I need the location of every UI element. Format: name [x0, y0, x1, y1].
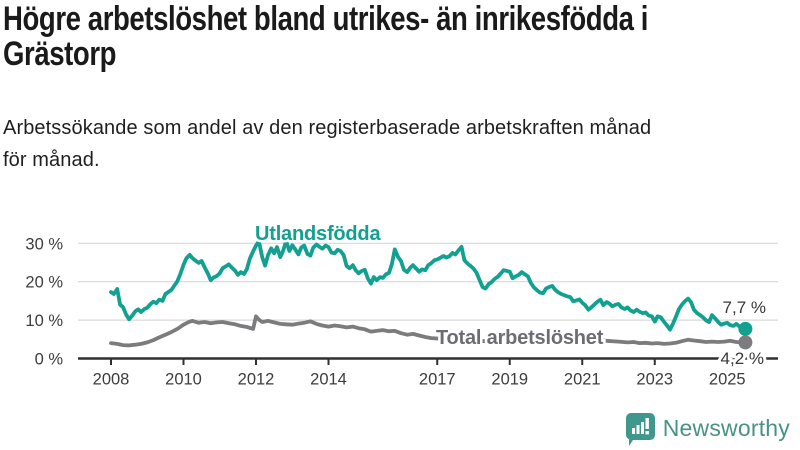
x-tick-label: 2014: [310, 371, 347, 389]
x-tick-label: 2023: [636, 371, 673, 389]
x-tick-label: 2019: [491, 371, 528, 389]
x-tick-label: 2012: [238, 371, 275, 389]
subtitle-line2: för månad.: [3, 149, 100, 171]
newsworthy-speech-bubble-icon: [625, 413, 655, 446]
page-title-line2: Grästorp: [3, 35, 117, 73]
x-tick-label: 2008: [93, 371, 130, 389]
x-tick-label: 2017: [419, 371, 456, 389]
utlandsfodda-end-dot: [738, 321, 753, 336]
subtitle-line1: Arbetssökande som andel av den registerb…: [3, 117, 652, 139]
x-tick-label: 2025: [709, 371, 746, 389]
total-line: [109, 314, 748, 348]
newsworthy-logo[interactable]: Newsworthy: [625, 408, 790, 448]
total-series-label: Total arbetslöshet: [436, 327, 604, 349]
utlandsfodda-series-label: Utlandsfödda: [255, 223, 381, 245]
y-tick-label: 20 %: [25, 274, 63, 292]
newsworthy-brand-text: Newsworthy: [662, 414, 790, 441]
y-tick-label: 10 %: [25, 312, 63, 330]
page-title: Högre arbetslöshet bland utrikes- än inr…: [3, 2, 648, 72]
header: Högre arbetslöshet bland utrikes- än inr…: [3, 2, 799, 72]
x-tick-label: 2010: [165, 371, 202, 389]
total-end-value-label: 4,2 %: [721, 349, 764, 368]
y-tick-label: 0 %: [35, 351, 64, 369]
total-end-dot: [738, 335, 753, 350]
x-tick-label: 2021: [564, 371, 601, 389]
utlandsfodda-end-value-label: 7,7 %: [723, 298, 766, 317]
subtitle: Arbetssökande som andel av den registerb…: [3, 112, 651, 176]
page-title-line1: Högre arbetslöshet bland utrikes- än inr…: [3, 0, 649, 38]
y-tick-label: 30 %: [25, 235, 63, 253]
utlandsfodda-line: [109, 239, 748, 332]
